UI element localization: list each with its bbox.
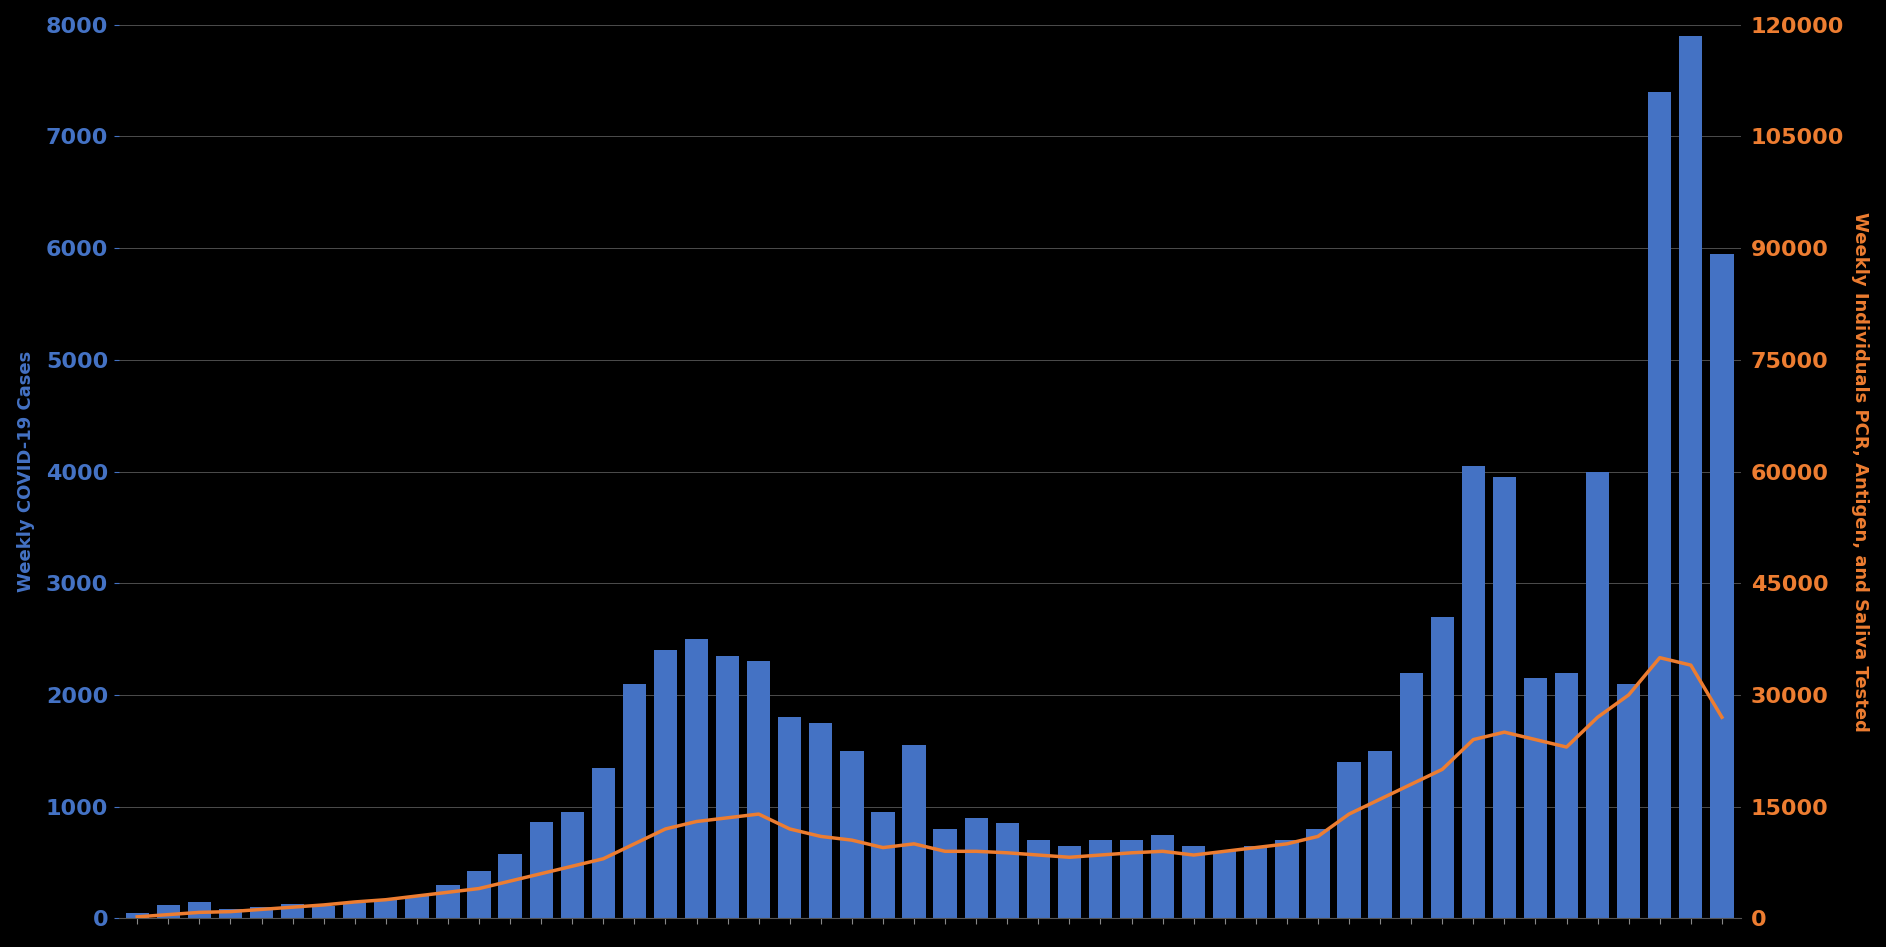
Bar bbox=[1213, 851, 1237, 919]
Bar bbox=[902, 745, 926, 919]
Bar bbox=[281, 903, 304, 919]
Bar bbox=[1245, 846, 1267, 919]
Bar bbox=[1648, 92, 1671, 919]
Bar bbox=[530, 822, 553, 919]
Bar bbox=[1711, 254, 1733, 919]
Bar bbox=[1492, 477, 1516, 919]
Bar bbox=[1679, 36, 1703, 919]
Bar bbox=[964, 818, 988, 919]
Bar bbox=[219, 909, 241, 919]
Bar bbox=[1026, 840, 1051, 919]
Bar bbox=[373, 901, 398, 919]
Bar bbox=[622, 684, 647, 919]
Bar bbox=[1058, 846, 1081, 919]
Bar bbox=[841, 751, 864, 919]
Bar bbox=[157, 905, 179, 919]
Bar bbox=[717, 656, 739, 919]
Bar bbox=[871, 813, 894, 919]
Bar bbox=[996, 823, 1018, 919]
Bar bbox=[405, 896, 428, 919]
Bar bbox=[498, 853, 522, 919]
Bar bbox=[1399, 672, 1422, 919]
Bar bbox=[1369, 751, 1392, 919]
Bar bbox=[1586, 472, 1609, 919]
Bar bbox=[654, 651, 677, 919]
Y-axis label: Weekly COVID-19 Cases: Weekly COVID-19 Cases bbox=[17, 351, 34, 592]
Bar bbox=[809, 723, 832, 919]
Bar bbox=[1462, 466, 1484, 919]
Bar bbox=[468, 871, 490, 919]
Bar bbox=[311, 906, 336, 919]
Bar bbox=[1307, 829, 1330, 919]
Bar bbox=[1337, 762, 1360, 919]
Bar bbox=[779, 717, 802, 919]
Bar bbox=[1088, 840, 1113, 919]
Bar bbox=[1554, 672, 1579, 919]
Bar bbox=[436, 884, 460, 919]
Bar bbox=[1120, 840, 1143, 919]
Bar bbox=[126, 913, 149, 919]
Y-axis label: Weekly Individuals PCR, Antigen, and Saliva Tested: Weekly Individuals PCR, Antigen, and Sal… bbox=[1852, 211, 1869, 731]
Bar bbox=[1431, 616, 1454, 919]
Bar bbox=[934, 829, 956, 919]
Bar bbox=[560, 813, 585, 919]
Bar bbox=[1183, 846, 1205, 919]
Bar bbox=[747, 661, 769, 919]
Bar bbox=[1524, 678, 1547, 919]
Bar bbox=[1616, 684, 1641, 919]
Bar bbox=[189, 902, 211, 919]
Bar bbox=[249, 907, 273, 919]
Bar bbox=[1150, 834, 1175, 919]
Bar bbox=[343, 902, 366, 919]
Bar bbox=[685, 639, 707, 919]
Bar bbox=[1275, 840, 1299, 919]
Bar bbox=[592, 767, 615, 919]
